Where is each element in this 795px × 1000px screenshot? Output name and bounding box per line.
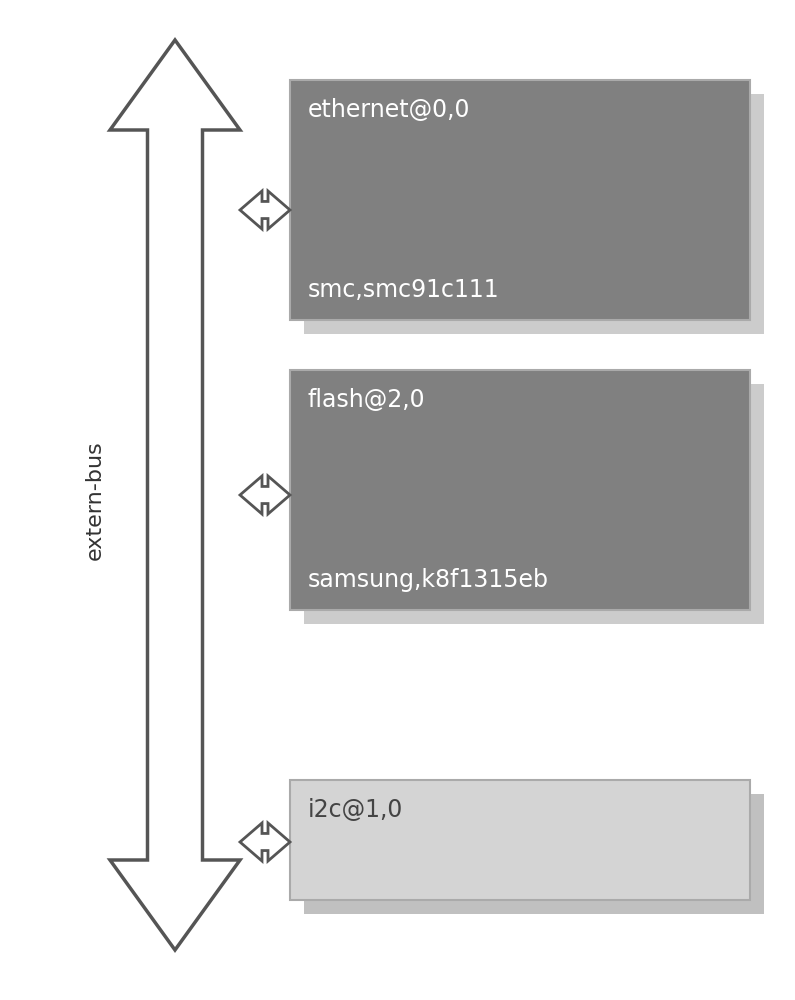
Text: smc,smc91c111: smc,smc91c111 [308, 278, 499, 302]
Text: extern-bus: extern-bus [85, 440, 105, 560]
Bar [290, 80, 750, 320]
Bar [304, 94, 764, 334]
Bar [304, 384, 764, 624]
Text: samsung,k8f1315eb: samsung,k8f1315eb [308, 568, 549, 592]
Bar [290, 780, 750, 900]
Polygon shape [240, 476, 290, 514]
Polygon shape [110, 40, 240, 950]
Polygon shape [240, 823, 290, 861]
Text: i2c@1,0: i2c@1,0 [308, 798, 403, 822]
Bar [290, 370, 750, 610]
Text: ethernet@0,0: ethernet@0,0 [308, 98, 471, 122]
Text: flash@2,0: flash@2,0 [308, 388, 425, 412]
Polygon shape [240, 191, 290, 229]
Bar [304, 794, 764, 914]
